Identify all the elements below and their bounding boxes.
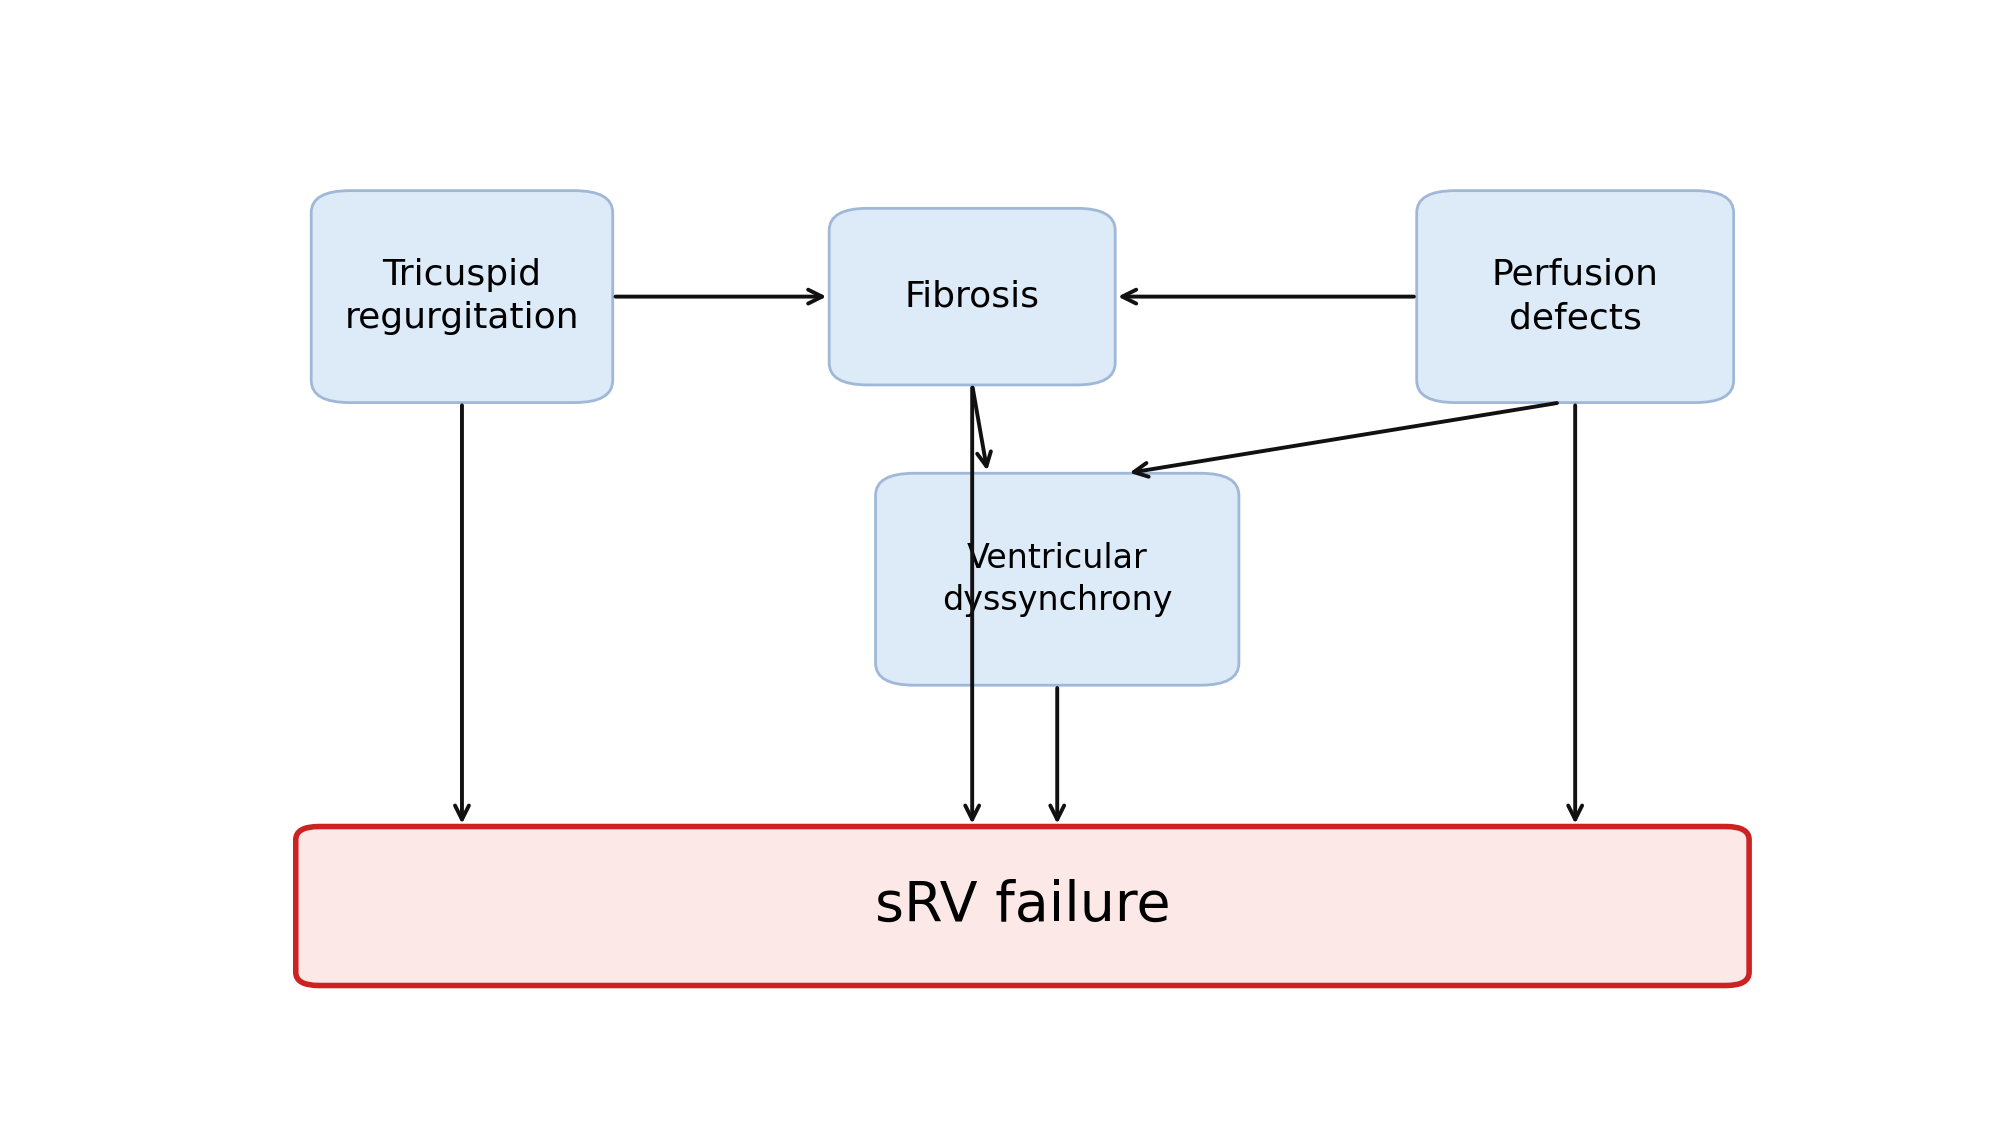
FancyBboxPatch shape [1416,190,1734,403]
Text: Ventricular
dyssynchrony: Ventricular dyssynchrony [942,541,1173,617]
FancyBboxPatch shape [311,190,612,403]
FancyBboxPatch shape [830,209,1115,385]
Text: Tricuspid
regurgitation: Tricuspid regurgitation [345,258,579,335]
FancyBboxPatch shape [295,827,1750,985]
Text: sRV failure: sRV failure [874,879,1171,933]
FancyBboxPatch shape [876,474,1239,685]
Text: Perfusion
defects: Perfusion defects [1492,258,1658,335]
Text: Fibrosis: Fibrosis [904,280,1039,313]
